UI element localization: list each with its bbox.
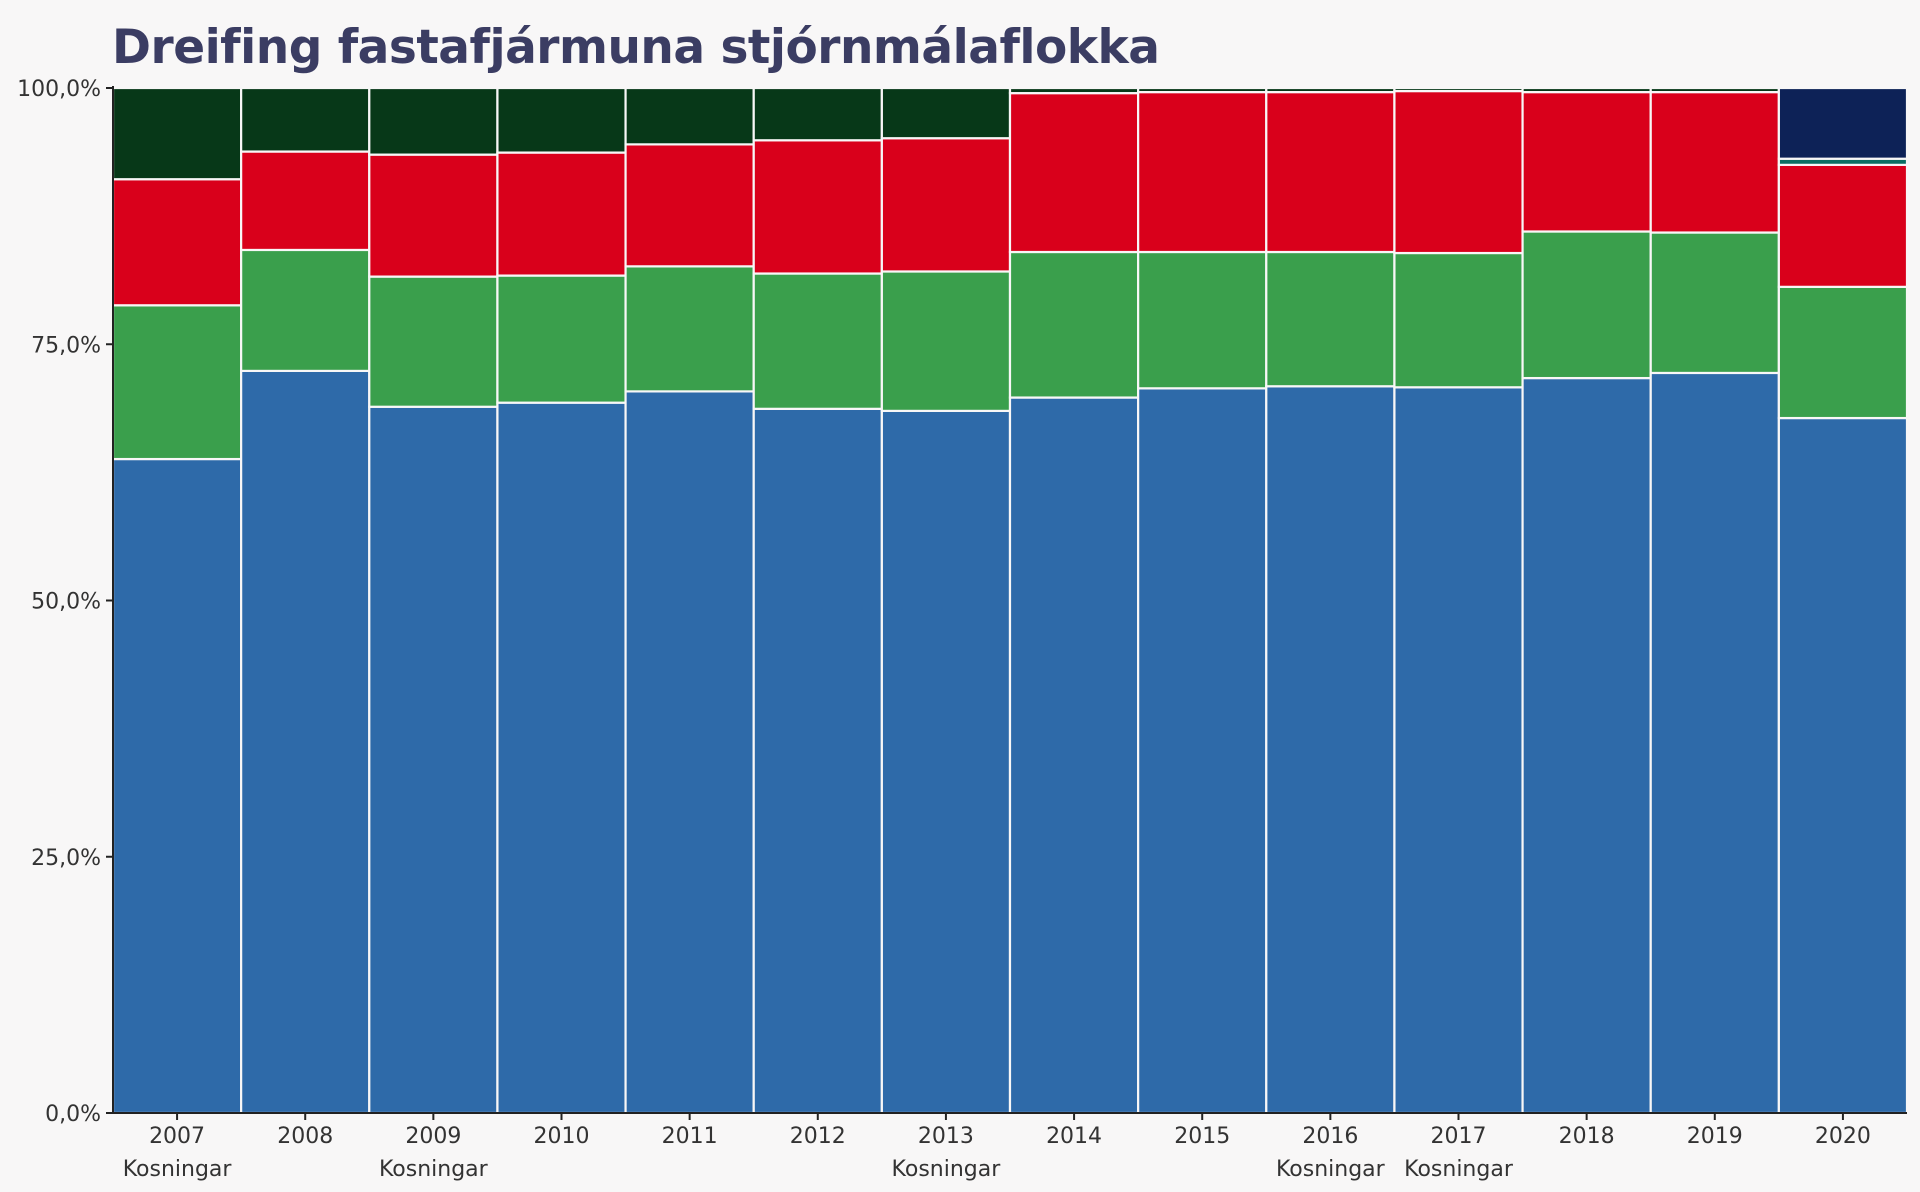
- bar-segment-2017-s2: [1393, 89, 1524, 255]
- x-tick-label: 2015: [1174, 1124, 1230, 1149]
- bar-segment-2018-s4: [1521, 86, 1652, 94]
- bars-group: [111, 86, 1909, 1115]
- bar-segment-2018-s2: [1521, 90, 1652, 233]
- bar-segment-2019-s4: [1649, 86, 1780, 94]
- bar-segment-2018-s1: [1521, 230, 1652, 380]
- bar-segment-2020-s0: [1777, 416, 1909, 1115]
- x-tick-label: 2013: [918, 1124, 974, 1149]
- x-tick-label: 2011: [662, 1124, 718, 1149]
- bar-segment-2013-s0: [880, 409, 1012, 1115]
- bar-segment-2012-s2: [752, 139, 883, 275]
- y-tick-label: 100,0%: [17, 77, 101, 102]
- bar-segment-2009-s1: [368, 275, 499, 408]
- x-tick-label: 2016: [1302, 1124, 1358, 1149]
- bar-segment-2015-s0: [1137, 387, 1268, 1115]
- bar-segment-2015-s4: [1137, 86, 1268, 94]
- bar-segment-2016-s2: [1265, 90, 1396, 254]
- bar-segment-2011-s0: [624, 390, 755, 1115]
- bar-segment-2014-s0: [1008, 396, 1140, 1115]
- bar-segment-2015-s2: [1137, 90, 1268, 254]
- bar-segment-2009-s4: [368, 86, 499, 156]
- x-tick-label: 2010: [534, 1124, 590, 1149]
- bar-segment-2012-s0: [752, 407, 883, 1115]
- bar-segment-2010-s2: [496, 151, 627, 277]
- bar-segment-2014-s1: [1008, 250, 1140, 399]
- bar-segment-2015-s1: [1137, 250, 1268, 390]
- bar-segment-2020-s2: [1777, 163, 1909, 288]
- bar-segment-2018-s0: [1521, 376, 1652, 1115]
- bar-segment-2010-s4: [496, 86, 627, 154]
- y-tick-label: 50,0%: [31, 590, 101, 615]
- x-tick-label: 2017: [1431, 1124, 1487, 1149]
- bar-segment-2009-s0: [368, 405, 499, 1115]
- bar-segment-2013-s1: [880, 270, 1012, 412]
- bar-segment-2008-s0: [240, 369, 371, 1115]
- bar-segment-2011-s1: [624, 265, 755, 393]
- labels-group: 0,0% 25,0% 50,0% 75,0% 100,0% 2007 Kosningar 20…: [17, 77, 1871, 1182]
- bar-segment-2008-s4: [240, 86, 371, 153]
- x-tick-label: 2019: [1687, 1124, 1743, 1149]
- bar-segment-2007-s0: [111, 457, 243, 1115]
- bar-segment-2011-s4: [624, 86, 755, 146]
- bar-segment-2019-s0: [1649, 371, 1780, 1115]
- bar-segment-2020-s5: [1777, 86, 1909, 160]
- bar-segment-2016-s0: [1265, 385, 1396, 1115]
- bar-segment-2017-s4: [1393, 86, 1524, 93]
- bar-segment-2014-s4: [1008, 86, 1140, 95]
- bar-segment-2016-s1: [1265, 250, 1396, 388]
- bar-segment-2007-s1: [111, 304, 243, 461]
- bar-segment-2016-s4: [1265, 86, 1396, 94]
- x-tick-label: 2012: [790, 1124, 846, 1149]
- bar-segment-2017-s0: [1393, 386, 1524, 1115]
- bar-segment-2012-s4: [752, 86, 883, 142]
- bar-segment-2017-s1: [1393, 251, 1524, 389]
- x-tick-label: 2007: [149, 1124, 205, 1149]
- bar-segment-2019-s2: [1649, 90, 1780, 234]
- x-tick-label: 2014: [1046, 1124, 1102, 1149]
- bar-segment-2008-s1: [240, 248, 371, 372]
- y-tick-label: 0,0%: [45, 1102, 101, 1127]
- bar-segment-2019-s1: [1649, 231, 1780, 375]
- bar-segment-2009-s2: [368, 153, 499, 278]
- x-tick-label: 2018: [1559, 1124, 1615, 1149]
- bar-segment-2012-s1: [752, 272, 883, 410]
- x-tick-label: 2009: [405, 1124, 461, 1149]
- election-year-label: Kosningar: [1404, 1157, 1514, 1182]
- axes-group: [106, 86, 1907, 1120]
- x-tick-label: 2008: [277, 1124, 333, 1149]
- chart-title: Dreifing fastafjármuna stjórnmálaflokka: [112, 20, 1160, 75]
- bar-segment-2013-s4: [880, 86, 1012, 140]
- bar-segment-2020-s1: [1777, 285, 1909, 420]
- election-year-label: Kosningar: [1276, 1157, 1386, 1182]
- x-tick-label: 2020: [1815, 1124, 1871, 1149]
- election-year-label: Kosningar: [123, 1157, 233, 1182]
- election-year-label: Kosningar: [892, 1157, 1002, 1182]
- bar-segment-2010-s1: [496, 274, 627, 404]
- bar-segment-2014-s2: [1008, 92, 1140, 254]
- bar-segment-2007-s4: [111, 86, 243, 181]
- bar-segment-2010-s0: [496, 401, 627, 1115]
- y-tick-label: 75,0%: [31, 333, 101, 358]
- election-year-label: Kosningar: [379, 1157, 489, 1182]
- y-tick-label: 25,0%: [31, 846, 101, 871]
- bar-segment-2013-s2: [880, 137, 1012, 273]
- bar-segment-2011-s2: [624, 143, 755, 268]
- bar-segment-2007-s2: [111, 178, 243, 307]
- bar-segment-2008-s2: [240, 150, 371, 252]
